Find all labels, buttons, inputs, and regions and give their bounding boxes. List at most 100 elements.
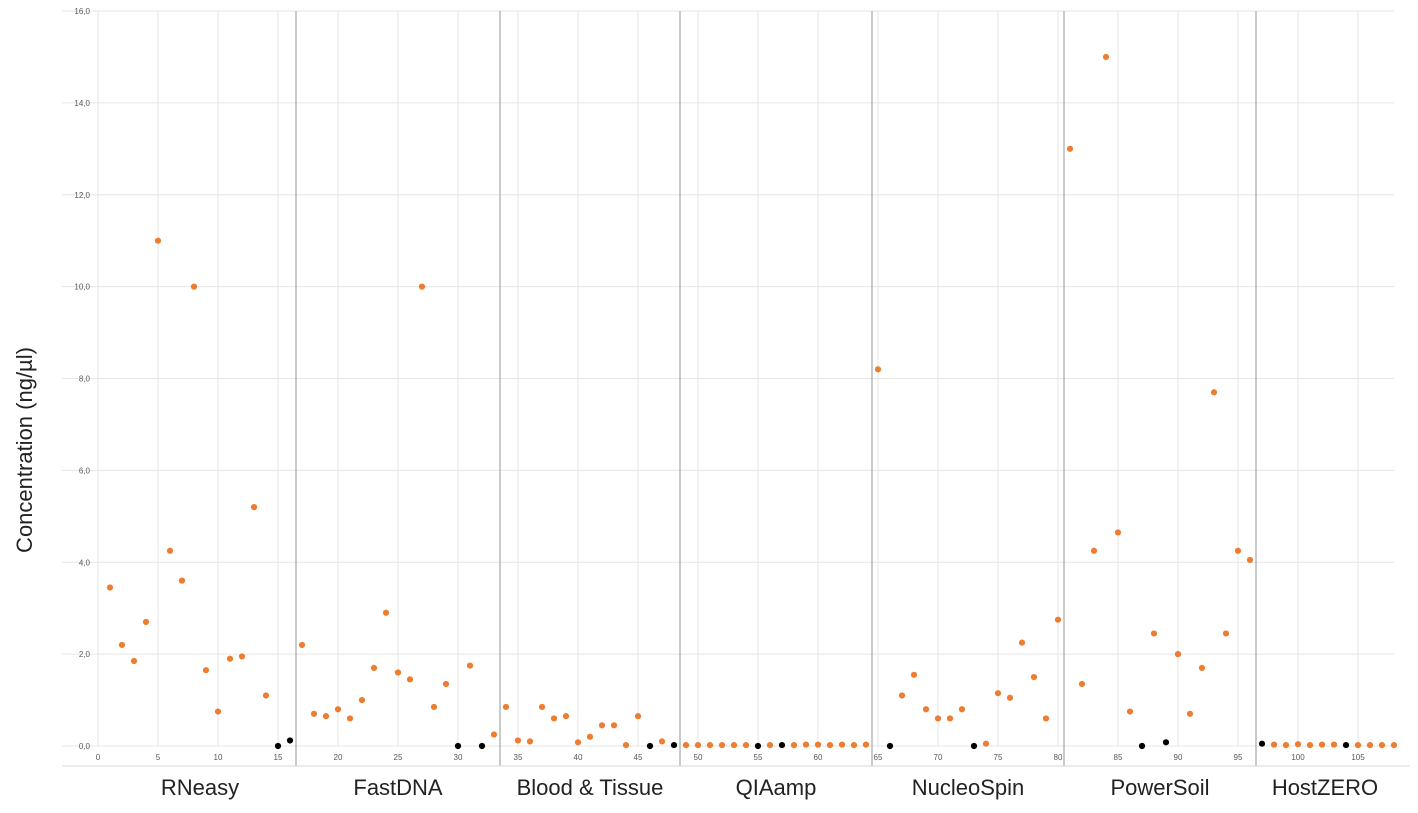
x-tick-label: 20 [334,753,343,762]
sample-point [262,692,270,699]
sample-point [1054,616,1062,623]
sample-point [1210,389,1218,396]
sample-point [766,741,774,749]
sample-point [238,653,246,660]
grid-lines [62,10,1394,747]
sample-point [1354,741,1362,749]
group-label: FastDNA [353,775,443,800]
sample-point [250,504,258,511]
sample-point [370,664,378,672]
x-tick-label: 50 [694,753,703,762]
group-label: Blood & Tissue [517,775,664,800]
x-tick-label: 40 [574,753,583,762]
sample-point [142,618,150,626]
group-label: QIAamp [736,775,817,800]
group-label: RNeasy [161,775,239,800]
y-tick-label: 14,0 [74,99,90,108]
sample-point [466,662,474,669]
group-dividers [295,11,1257,766]
sample-point [1042,715,1050,722]
control-point [1258,740,1266,747]
group-label: HostZERO [1272,775,1378,800]
sample-point [214,708,222,715]
x-tick-label: 100 [1291,753,1305,762]
sample-point [562,713,570,720]
sample-point [202,667,210,674]
control-point [1162,739,1170,746]
y-tick-labels: 0,0 2,0 4,0 6,0 8,0 10,0 12,0 14,0 16,0 [74,7,90,751]
sample-point [598,722,606,729]
sample-point [922,706,930,713]
x-tick-label: 5 [156,753,161,762]
x-tick-label: 70 [934,753,943,762]
control-point [454,742,462,750]
y-tick-label: 12,0 [74,191,90,200]
control-point [970,742,978,750]
data-points [106,53,1398,750]
sample-point [1066,145,1074,152]
sample-point [418,283,426,290]
sample-point [874,366,882,373]
x-tick-label: 105 [1351,753,1365,762]
y-axis-label: Concentration (ng/µl) [12,347,37,553]
x-tick-label: 75 [994,753,1003,762]
sample-point [838,741,846,748]
sample-point [1318,741,1326,748]
x-tick-label: 60 [814,753,823,762]
y-tick-label: 6,0 [79,466,91,475]
x-tick-labels: 0 5 10 15 20 25 30 35 40 45 50 55 60 65 70 75 80 85 90 95 10… [96,753,1365,762]
sample-point [1174,651,1182,658]
control-point [274,742,282,750]
sample-point [322,713,330,720]
y-tick-label: 4,0 [79,558,91,567]
x-tick-label: 90 [1174,753,1183,762]
x-tick-label: 80 [1054,753,1063,762]
sample-point [814,741,822,748]
sample-point [334,706,342,713]
sample-point [178,577,186,584]
sample-point [790,741,798,749]
sample-point [538,703,546,711]
y-tick-label: 0,0 [79,742,91,751]
sample-point [406,676,414,683]
x-tick-label: 10 [214,753,223,762]
y-tick-label: 2,0 [79,650,91,659]
sample-point [994,690,1002,697]
sample-point [850,741,858,749]
sample-point [574,739,582,746]
control-point [754,742,762,750]
sample-point [658,738,666,745]
sample-point [226,655,234,662]
sample-point [1114,529,1122,536]
sample-point [1294,741,1302,748]
control-point [286,737,294,744]
sample-point [310,710,318,717]
sample-point [1198,664,1206,672]
sample-point [526,738,534,745]
x-tick-label: 45 [634,753,643,762]
control-point [478,742,486,750]
sample-point [1222,630,1230,637]
sample-point [130,657,138,665]
x-tick-label: 65 [874,753,883,762]
x-tick-label: 0 [96,753,101,762]
control-point [1342,741,1350,749]
sample-point [742,741,750,749]
sample-point [1306,741,1314,749]
sample-point [934,715,942,722]
sample-point [826,741,834,749]
sample-point [166,547,174,554]
sample-point [1030,673,1038,681]
sample-point [910,671,918,678]
control-point [886,742,894,750]
sample-point [634,713,642,720]
sample-point [298,641,306,649]
group-labels: RNeasy FastDNA Blood & Tissue QIAamp NucleoS… [161,775,1378,800]
y-tick-label: 16,0 [74,7,90,16]
sample-point [1282,741,1290,749]
sample-point [862,741,870,748]
x-tick-label: 25 [394,753,403,762]
x-tick-label: 55 [754,753,763,762]
sample-point [1234,547,1242,554]
